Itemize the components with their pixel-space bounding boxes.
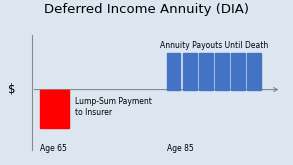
Text: Annuity Payouts Until Death: Annuity Payouts Until Death [160, 41, 268, 50]
Bar [215, 53, 229, 90]
Bar [231, 53, 245, 90]
Text: Lump-Sum Payment
to Insurer: Lump-Sum Payment to Insurer [75, 97, 151, 117]
Title: Deferred Income Annuity (DIA): Deferred Income Annuity (DIA) [44, 3, 249, 16]
Bar [199, 53, 213, 90]
Bar [183, 53, 197, 90]
Bar [247, 53, 261, 90]
Bar [40, 90, 69, 128]
Text: Age 85: Age 85 [167, 144, 193, 153]
Text: $: $ [8, 83, 15, 96]
Bar [167, 53, 180, 90]
Text: Age 65: Age 65 [40, 144, 67, 153]
